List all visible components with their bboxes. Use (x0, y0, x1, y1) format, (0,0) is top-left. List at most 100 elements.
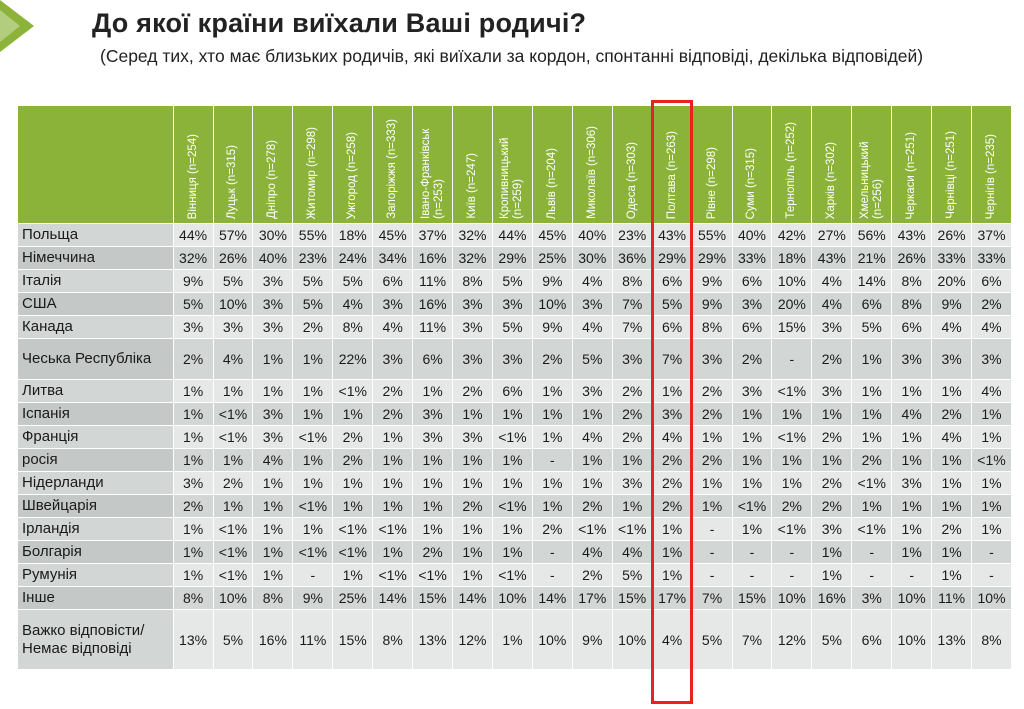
column-header-label: Івано-Франківськ (n=253) (419, 128, 445, 219)
table-cell: 6% (851, 609, 893, 670)
table-cell: 6% (491, 379, 533, 403)
row-label: Іспанія (17, 402, 174, 426)
table-cell: 1% (971, 471, 1012, 495)
table-cell: 1% (172, 563, 214, 587)
table-cell: 3% (452, 425, 493, 449)
table-cell: 1% (891, 425, 933, 449)
table-cell: 6% (731, 269, 773, 293)
table-cell: 13% (172, 609, 214, 670)
table-cell: 10% (771, 586, 813, 610)
table-cell: 3% (731, 379, 773, 403)
table-cell: 2% (372, 402, 414, 426)
table-cell: 3% (691, 338, 733, 380)
table-cell: - (851, 563, 893, 587)
column-header: Хмельницький (n=256) (851, 105, 893, 224)
table-row: Швейцарія 2% 1% 1% <1% 1% 1% 1% 2% <1% 1% 2% 1% 2% 1% <… (17, 494, 1012, 518)
table-cell: 5% (292, 292, 334, 316)
column-header-label: Вінниця (n=254) (186, 133, 199, 219)
table-cell: 8% (252, 586, 294, 610)
page-title: До якої країни виїхали Ваші родичі? (92, 8, 587, 38)
table-cell: <1% (292, 540, 334, 564)
table-cell: 7% (731, 609, 773, 670)
table-cell: 1% (172, 517, 214, 541)
table-cell: <1% (332, 540, 374, 564)
table-cell: 1% (292, 471, 334, 495)
column-header-label: Київ (n=247) (466, 153, 478, 219)
table-cell: 1% (891, 517, 933, 541)
table-cell: 5% (571, 338, 613, 380)
row-label: Швейцарія (17, 494, 174, 518)
table-cell: 1% (571, 448, 613, 472)
table-cell: 1% (531, 379, 573, 403)
table-cell: 16% (412, 292, 454, 316)
table-row: Іспанія 1% <1% 3% 1% 1% 2% 3% 1% 1% 1% 1% 2% 3% 2% 1% 1%… (17, 402, 1012, 426)
table-cell: - (971, 540, 1012, 564)
column-header-label: Чернігів (n=235) (985, 133, 998, 219)
table-cell: <1% (372, 517, 414, 541)
table-cell: - (292, 563, 334, 587)
data-table: Вінниця (n=254) Луцьк (n=315) Дніпро (n=27… (17, 105, 1012, 670)
table-row: Литва 1% 1% 1% 1% <1% 2% 1% 2% 6% 1% 3% 2% 1% 2% 3% <1% 3… (17, 379, 1012, 403)
table-cell: 30% (571, 246, 613, 270)
table-cell: 1% (292, 402, 334, 426)
table-cell: 1% (891, 494, 933, 518)
table-cell: 1% (491, 609, 533, 670)
table-cell: 5% (332, 269, 374, 293)
table-cell: 4% (332, 292, 374, 316)
table-cell: 33% (731, 246, 773, 270)
table-cell: 5% (651, 292, 693, 316)
table-cell: 1% (651, 379, 693, 403)
table-cell: 3% (452, 338, 493, 380)
table-cell: 40% (252, 246, 294, 270)
table-cell: - (531, 540, 573, 564)
row-label: Німеччина (17, 246, 174, 270)
column-header-label: Полтава (n=263) (665, 130, 678, 219)
table-cell: 44% (172, 223, 214, 247)
column-header: Одеса (n=303) (611, 105, 653, 224)
table-cell: 5% (611, 563, 653, 587)
table-cell: 1% (891, 448, 933, 472)
table-cell: 7% (611, 315, 653, 339)
table-row: Румунія 1% <1% 1% -1% <1% <1% 1% <1% -2% 5% 1% - - -1%… (17, 563, 1012, 587)
table-cell: - (731, 563, 773, 587)
column-header: Полтава (n=263) (651, 105, 693, 224)
table-cell: 1% (212, 494, 254, 518)
table-cell: 1% (851, 494, 893, 518)
table-cell: <1% (212, 540, 254, 564)
table-cell: 2% (571, 494, 613, 518)
table-cell: 4% (571, 315, 613, 339)
table-cell: 3% (971, 338, 1012, 380)
table-cell: <1% (212, 517, 254, 541)
table-cell: 3% (611, 471, 653, 495)
table-cell: 4% (811, 292, 853, 316)
table-cell: 1% (491, 517, 533, 541)
table-cell: 1% (252, 563, 294, 587)
table-cell: 23% (292, 246, 334, 270)
column-header: Луцьк (n=315) (212, 105, 254, 224)
table-cell: 1% (731, 425, 773, 449)
table-cell: 6% (891, 315, 933, 339)
table-cell: 2% (931, 517, 973, 541)
row-label: Чеська Республіка (17, 338, 174, 380)
table-cell: 1% (412, 494, 454, 518)
table-cell: - (891, 563, 933, 587)
table-row: росія 1% 1% 4% 1% 2% 1% 1% 1% 1% -1% 1% 2% 2% 1% 1% 1% 2%… (17, 448, 1012, 472)
table-cell: 2% (531, 338, 573, 380)
table-cell: 30% (252, 223, 294, 247)
table-cell: 9% (931, 292, 973, 316)
table-cell: 1% (372, 425, 414, 449)
table-cell: 1% (292, 517, 334, 541)
column-header: Ужгород (n=258) (332, 105, 374, 224)
table-row: США 5% 10% 3% 5% 4% 3% 16% 3% 3% 10% 3% 7% 5% 9% 3% 20% 4… (17, 292, 1012, 316)
table-cell: 3% (452, 315, 493, 339)
table-cell: 1% (452, 563, 493, 587)
column-header: Житомир (n=298) (292, 105, 334, 224)
table-cell: 9% (571, 609, 613, 670)
table-cell: 1% (811, 402, 853, 426)
table-cell: 1% (531, 471, 573, 495)
table-cell: 5% (212, 609, 254, 670)
table-cell: 2% (332, 425, 374, 449)
table-cell: 9% (531, 315, 573, 339)
table-cell: 2% (651, 471, 693, 495)
table-cell: - (971, 563, 1012, 587)
